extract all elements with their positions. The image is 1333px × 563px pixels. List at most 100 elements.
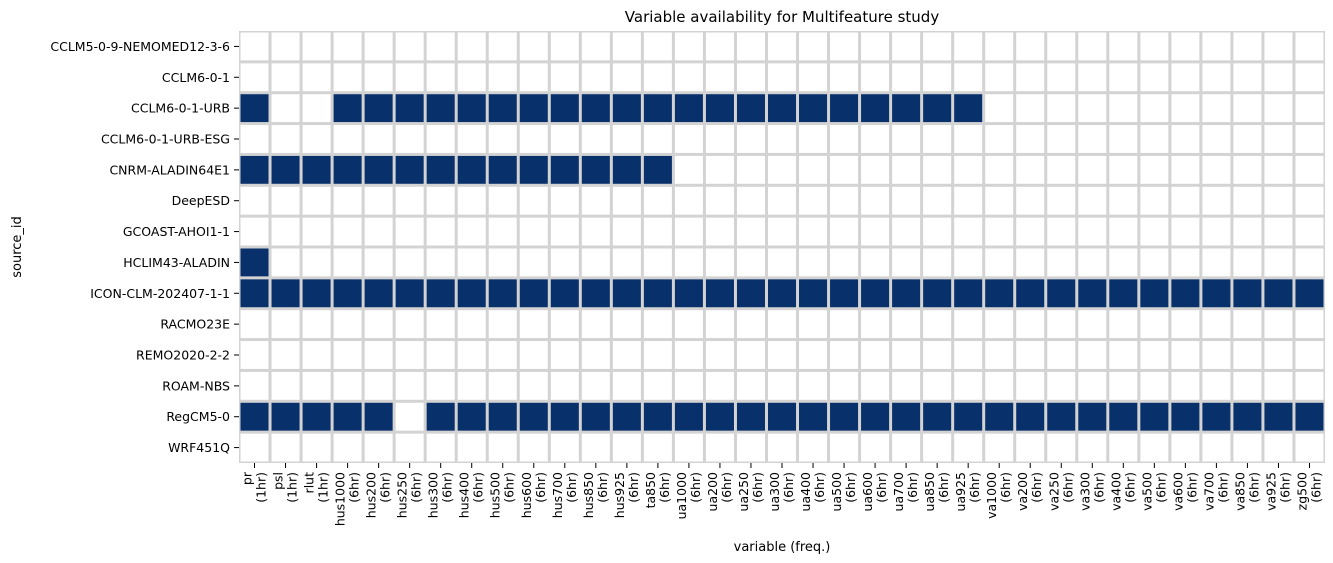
heatmap-cell: [830, 433, 859, 462]
heatmap-cell: [1047, 310, 1076, 339]
heatmap-cell: [426, 94, 455, 123]
heatmap-cell: [581, 125, 610, 153]
heatmap-cell: [1016, 155, 1045, 184]
heatmap-cell: [550, 155, 579, 184]
heatmap-cell: [736, 125, 765, 153]
x-tick-label: hus500(6hr): [488, 472, 517, 518]
heatmap-cell: [830, 248, 859, 277]
x-tick-label: ua400(6hr): [798, 472, 827, 511]
heatmap-cell: [923, 279, 952, 308]
heatmap-cell: [302, 94, 331, 123]
heatmap-cell: [643, 371, 672, 400]
heatmap-cell: [954, 402, 983, 431]
heatmap-cell: [643, 94, 672, 123]
heatmap-cell: [612, 94, 641, 123]
heatmap-cell: [985, 433, 1014, 462]
heatmap-cell: [736, 217, 765, 246]
x-tick-label: va400(6hr): [1108, 472, 1137, 511]
heatmap-cell: [1078, 63, 1107, 92]
heatmap-cell: [1202, 310, 1231, 339]
heatmap-cell: [643, 248, 672, 277]
heatmap-cell: [519, 371, 548, 400]
heatmap-cell: [705, 125, 734, 153]
heatmap-cell: [1233, 310, 1262, 339]
y-tick-label: WRF451Q: [168, 440, 230, 455]
heatmap-cell: [674, 217, 703, 246]
heatmap-cell: [892, 371, 921, 400]
heatmap-cell: [395, 371, 424, 400]
heatmap-cell: [302, 32, 331, 61]
heatmap-cell: [1295, 63, 1324, 92]
heatmap-cell: [1264, 94, 1293, 123]
heatmap-cell: [302, 310, 331, 339]
heatmap-cell: [892, 248, 921, 277]
heatmap-cell: [612, 310, 641, 339]
x-tick-label: hus925(6hr): [612, 472, 641, 518]
x-tick-label: ua1000(6hr): [674, 472, 703, 519]
heatmap-cell: [923, 433, 952, 462]
heatmap-cell: [830, 155, 859, 184]
heatmap-cell: [271, 32, 300, 61]
heatmap-cell: [1078, 402, 1107, 431]
heatmap-cell: [364, 279, 393, 308]
heatmap-cell: [240, 248, 269, 277]
heatmap-cell: [488, 279, 517, 308]
heatmap-cell: [1140, 125, 1169, 153]
heatmap-cell: [985, 125, 1014, 153]
heatmap-cell: [1295, 248, 1324, 277]
heatmap-cell: [519, 217, 548, 246]
heatmap-cell: [488, 186, 517, 215]
x-tick-label: va700(6hr): [1201, 472, 1230, 511]
heatmap-cell: [271, 341, 300, 369]
heatmap-cell: [861, 125, 890, 153]
heatmap-cell: [830, 341, 859, 369]
heatmap-cell: [550, 217, 579, 246]
heatmap-cell: [830, 63, 859, 92]
heatmap-cell: [395, 310, 424, 339]
heatmap-cell: [643, 279, 672, 308]
heatmap-cell: [1078, 186, 1107, 215]
heatmap-cell: [395, 217, 424, 246]
heatmap-cell: [985, 371, 1014, 400]
heatmap-cell: [861, 402, 890, 431]
heatmap-cell: [705, 341, 734, 369]
heatmap-cell: [1202, 279, 1231, 308]
x-tick-label: ua500(6hr): [829, 472, 858, 511]
heatmap-cell: [643, 310, 672, 339]
heatmap-cell: [736, 341, 765, 369]
heatmap-cell: [1016, 402, 1045, 431]
heatmap-cell: [923, 63, 952, 92]
x-tick-label: va250(6hr): [1046, 472, 1075, 511]
heatmap-cell: [985, 248, 1014, 277]
heatmap-cell: [923, 371, 952, 400]
heatmap-cell: [674, 279, 703, 308]
heatmap-cell: [736, 94, 765, 123]
heatmap-cell: [333, 63, 362, 92]
heatmap-cell: [364, 217, 393, 246]
heatmap-cell: [581, 279, 610, 308]
heatmap-cell: [519, 186, 548, 215]
heatmap-cell: [1202, 248, 1231, 277]
heatmap-cell: [830, 279, 859, 308]
heatmap-cell: [892, 217, 921, 246]
heatmap-cell: [1233, 402, 1262, 431]
heatmap-cell: [457, 402, 486, 431]
heatmap-cell: [1047, 279, 1076, 308]
heatmap-cell: [550, 94, 579, 123]
heatmap-cell: [581, 186, 610, 215]
heatmap-cell: [861, 371, 890, 400]
heatmap-cell: [302, 279, 331, 308]
heatmap-cell: [426, 155, 455, 184]
heatmap-cell: [612, 32, 641, 61]
heatmap-cell: [985, 217, 1014, 246]
heatmap-cell: [488, 248, 517, 277]
heatmap-cell: [1264, 63, 1293, 92]
heatmap-cell: [767, 310, 797, 339]
heatmap-cell: [1171, 32, 1200, 61]
heatmap-cell: [488, 217, 517, 246]
heatmap-cell: [861, 341, 890, 369]
heatmap-cell: [1140, 341, 1169, 369]
heatmap-cell: [923, 341, 952, 369]
heatmap-cell: [736, 371, 765, 400]
heatmap-cell: [1202, 186, 1231, 215]
